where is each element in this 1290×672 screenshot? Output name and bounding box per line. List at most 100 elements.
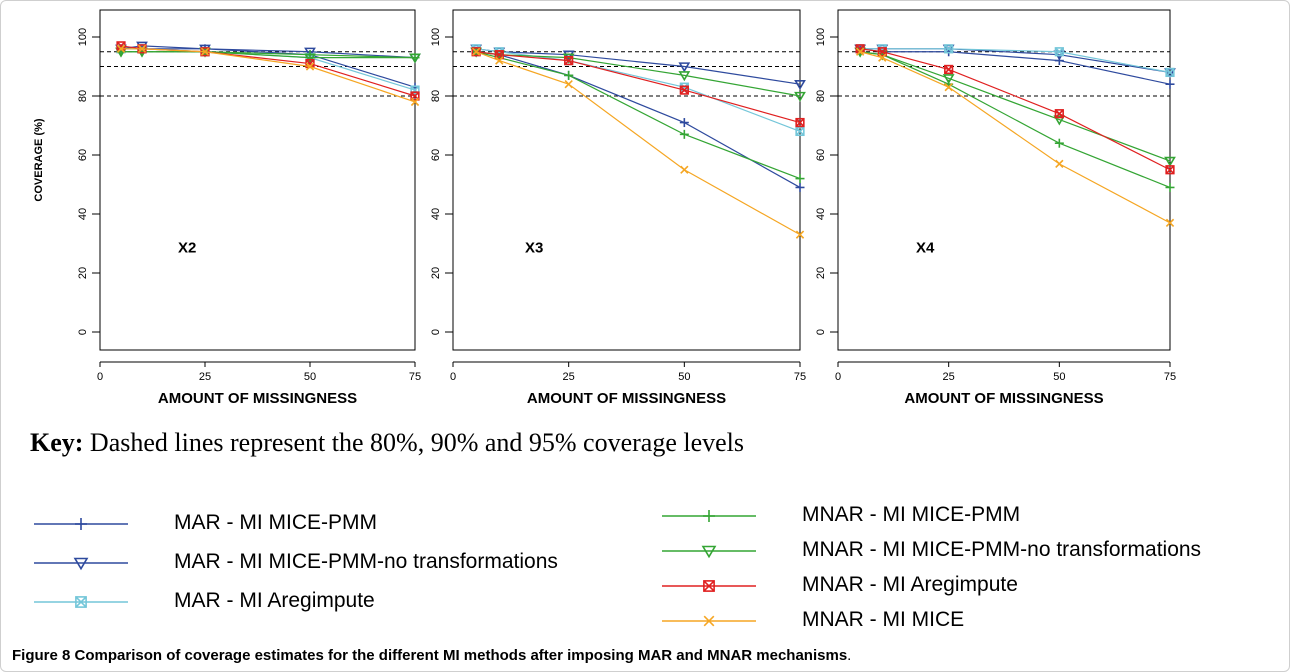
y-tick-label: 80 xyxy=(77,90,89,102)
data-point xyxy=(137,44,147,53)
y-tick-label: 0 xyxy=(77,329,89,335)
data-point xyxy=(680,165,689,174)
x-tick-label: 50 xyxy=(678,371,690,383)
y-tick-label: 40 xyxy=(815,208,827,220)
legend-label: MNAR - MI MICE-PMM-no transformations xyxy=(802,538,1202,561)
legend-marker xyxy=(75,518,87,530)
data-point xyxy=(562,50,575,61)
series-line xyxy=(121,48,416,88)
data-point xyxy=(878,53,887,62)
legend-swatch xyxy=(662,545,756,559)
y-tick-label: 0 xyxy=(430,329,442,335)
series-line xyxy=(476,51,801,97)
series-2 xyxy=(855,44,1175,78)
series-line xyxy=(475,51,801,180)
x-tick-label: 25 xyxy=(943,371,955,383)
legend-marker xyxy=(73,557,89,571)
y-tick-label: 80 xyxy=(430,90,442,102)
y-tick-label: 40 xyxy=(430,208,442,220)
data-point xyxy=(1165,218,1175,228)
legend-marker xyxy=(703,510,715,522)
y-tick-label: 20 xyxy=(815,267,827,279)
y-tick-label: 80 xyxy=(815,90,827,102)
y-tick-label: 40 xyxy=(77,208,89,220)
data-point xyxy=(1164,156,1176,167)
x-tick-label: 50 xyxy=(304,371,316,383)
data-point xyxy=(944,44,954,54)
data-point xyxy=(679,85,689,95)
data-point xyxy=(1054,47,1064,57)
data-point xyxy=(795,230,805,239)
series-line xyxy=(475,51,801,236)
chart-panel-x4: 0 20 40 60 80 100 0 25 50 75 AMOUNT OF MISSINGNESS… xyxy=(815,9,1176,407)
data-point xyxy=(1054,138,1064,148)
data-point xyxy=(564,55,574,66)
x-tick-label: 50 xyxy=(1053,371,1065,383)
plot-frame xyxy=(99,9,416,351)
x-axis-title: AMOUNT OF MISSINGNESS xyxy=(158,390,357,407)
data-point xyxy=(794,91,806,102)
series-3 xyxy=(855,47,1175,192)
panel-title: X2 xyxy=(178,239,196,256)
data-point xyxy=(1165,67,1175,78)
legend-label: MAR - MI Aregimpute xyxy=(174,589,375,612)
y-tick-label: 20 xyxy=(77,267,89,279)
x-axis-title: AMOUNT OF MISSINGNESS xyxy=(904,390,1103,407)
data-point xyxy=(471,47,481,56)
data-point xyxy=(1165,165,1175,175)
x-tick-label: 0 xyxy=(97,371,103,383)
series-line xyxy=(859,51,1171,224)
x-tick-label: 25 xyxy=(563,371,575,383)
data-point xyxy=(679,129,689,139)
y-tick-label: 100 xyxy=(430,28,442,46)
data-point xyxy=(1165,79,1175,89)
series-2 xyxy=(471,44,805,137)
figure-caption: Figure 8 Comparison of coverage estimate… xyxy=(12,647,851,664)
y-tick-label: 60 xyxy=(77,149,89,161)
data-point xyxy=(678,71,691,82)
data-point xyxy=(795,126,805,137)
x-axis-title: AMOUNT OF MISSINGNESS xyxy=(527,390,726,407)
x-tick-label: 75 xyxy=(409,371,421,383)
series-line xyxy=(860,51,1171,189)
data-point xyxy=(942,74,955,85)
data-point xyxy=(795,182,805,192)
data-point xyxy=(304,47,316,58)
legend-swatch xyxy=(662,580,756,592)
series-6 xyxy=(855,47,1175,228)
legend-label: MNAR - MI Aregimpute xyxy=(802,573,1018,596)
legend-marker xyxy=(703,615,715,627)
y-tick-label: 100 xyxy=(77,28,89,46)
legend-swatch xyxy=(34,557,128,571)
data-point xyxy=(944,64,954,75)
key-text: Dashed lines represent the 80%, 90% and … xyxy=(89,428,745,457)
panel-title: X4 xyxy=(916,239,935,256)
data-point xyxy=(678,62,691,73)
x-tick-label: 25 xyxy=(199,371,211,383)
series-0 xyxy=(471,47,805,192)
key-label: Key: xyxy=(30,428,84,457)
legend-swatch xyxy=(34,596,128,608)
chart-panel-x3: 0 20 40 60 80 100 0 25 50 75 AMOUNT OF MISSINGNESS… xyxy=(430,9,806,407)
data-point xyxy=(410,97,420,107)
data-point xyxy=(200,47,210,56)
data-point xyxy=(794,80,806,91)
legend-label: MNAR - MI MICE xyxy=(802,608,965,631)
series-line xyxy=(476,51,801,188)
series-6 xyxy=(471,47,805,239)
x-tick-label: 75 xyxy=(1164,371,1176,383)
y-tick-label: 100 xyxy=(815,28,827,46)
data-point xyxy=(305,62,315,71)
caption-figure-number: Figure 8 xyxy=(12,647,71,664)
data-point xyxy=(795,117,805,128)
x-tick-label: 0 xyxy=(835,371,841,383)
data-point xyxy=(116,44,126,53)
data-point xyxy=(944,82,953,92)
data-point xyxy=(679,118,689,128)
caption-period: . xyxy=(847,647,852,664)
coverage-charts: 0 20 40 60 80 100 0 25 50 75 AMOUNT OF MISSINGNESS… xyxy=(33,9,1176,407)
data-point xyxy=(304,53,316,64)
panel-title: X3 xyxy=(525,239,543,256)
data-point xyxy=(1165,182,1175,192)
y-tick-label: 60 xyxy=(430,149,442,161)
